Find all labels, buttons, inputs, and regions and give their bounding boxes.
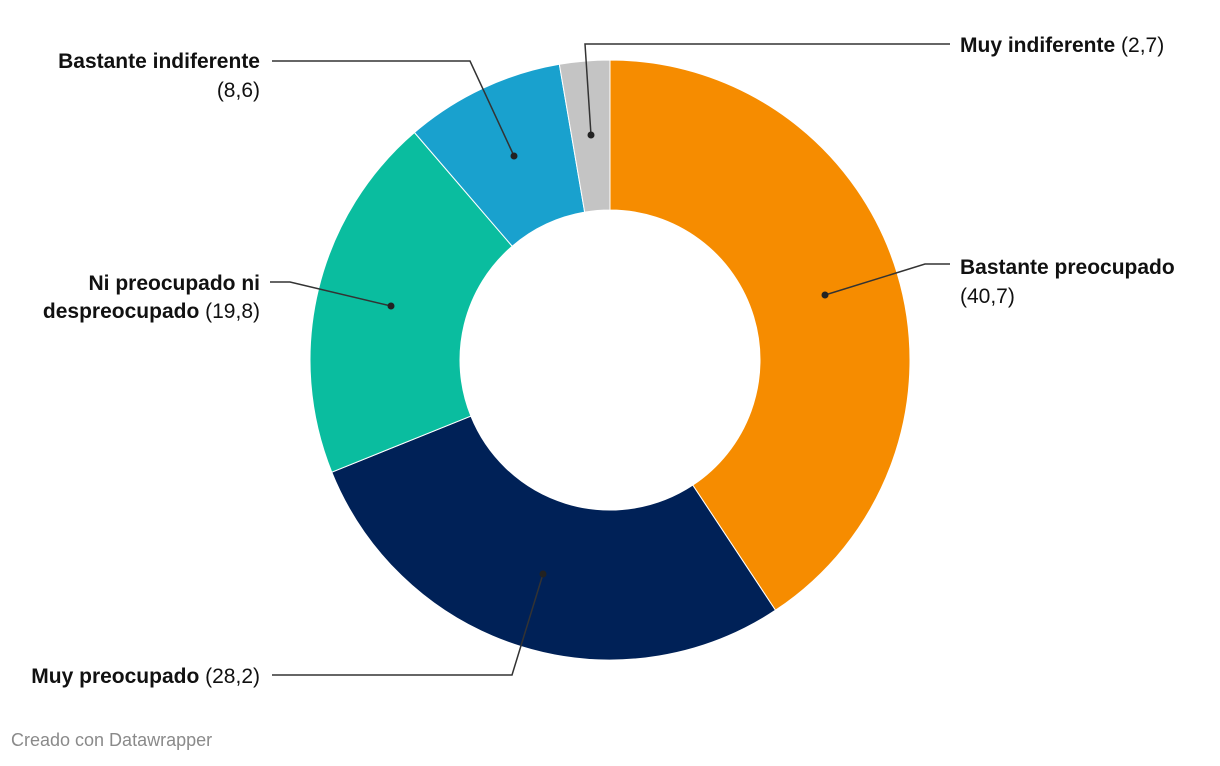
slice-labels: Bastante preocupado (40,7) Muy preocupado …: [31, 34, 1174, 688]
slice-muy-indiferente[interactable]: [558, 59, 611, 213]
donut-slices: [309, 59, 911, 661]
leader-line-bastante-indiferente: [272, 60, 515, 157]
leader-dot-bastante-preocupado: [821, 291, 829, 299]
slice-muy-preocupado[interactable]: [331, 415, 777, 661]
leader-dot-ni-preocupado-ni-despreocupado: [387, 302, 395, 310]
slice-ni-preocupado-ni-despreocupado[interactable]: [309, 131, 513, 473]
leader-line-muy-preocupado: [272, 573, 544, 676]
slice-label-bastante-preocupado: Bastante preocupado (40,7): [960, 256, 1175, 308]
leader-dot-muy-preocupado: [539, 570, 547, 578]
slice-label-ni-preocupado-ni-despreocupado: Ni preocupado ni despreocupado (19,8): [43, 272, 260, 323]
slice-label-muy-preocupado: Muy preocupado (28,2): [31, 665, 260, 688]
leader-dot-muy-indiferente: [587, 131, 595, 139]
leader-dot-bastante-indiferente: [510, 152, 518, 160]
leader-line-ni-preocupado-ni-despreocupado: [270, 281, 392, 307]
credit-text[interactable]: Creado con Datawrapper: [11, 730, 213, 750]
slice-label-bastante-indiferente: Bastante indiferente (8,6): [58, 50, 260, 102]
slice-label-muy-indiferente: Muy indiferente (2,7): [960, 34, 1164, 57]
leader-line-bastante-preocupado: [824, 263, 950, 296]
leader-line-muy-indiferente: [584, 43, 950, 136]
slice-bastante-preocupado[interactable]: [609, 59, 911, 611]
